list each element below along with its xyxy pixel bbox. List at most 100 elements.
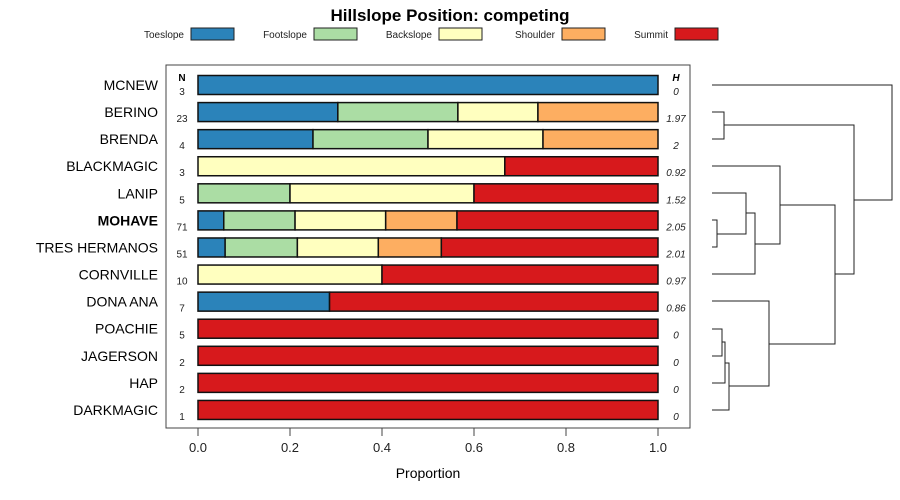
x-tick-label: 0.2 [281,440,299,455]
n-header: N [178,73,185,84]
bar-segment-summit [328,291,659,312]
row-label: CORNVILLE [79,267,158,283]
x-tick-label: 0.6 [465,440,483,455]
h-value: 2 [672,141,679,152]
bar-segment-footslope [223,210,296,231]
bar-segment-toeslope [197,74,659,96]
n-value: 1 [179,412,185,423]
legend-label: Shoulder [515,30,556,41]
bar-row: TRES HERMANOS 51 2.01 [36,237,686,260]
legend-label: Footslope [263,30,307,41]
bar-segment-backslope [289,183,475,204]
dendrogram-branch [712,192,747,248]
bar-segment-shoulder [384,210,458,231]
row-label: DARKMAGIC [73,402,158,418]
h-value: 0.86 [666,304,686,315]
row-label: DONA ANA [86,294,158,310]
n-value: 4 [179,141,185,152]
row-label: BRENDA [100,131,159,147]
dendrogram-branch [712,84,893,201]
bar-segment-footslope [312,128,429,150]
bar-segment-backslope [197,155,506,177]
bar-row: BERINO 23 1.97 [104,101,686,125]
bar-row: HAP 2 0 [129,372,679,396]
bar-segment-summit [197,318,659,339]
legend-label: Summit [634,30,668,41]
rows: MCNEW 3 0 BERINO 23 1.97 BRENDA 4 2 BLACKMAGIC 3 0.… [36,74,686,423]
bar-segment-backslope [197,264,383,285]
bar-segment-shoulder [542,128,659,150]
legend-swatch [561,27,606,41]
bar-row: CORNVILLE 10 0.97 [79,264,686,288]
row-label: POACHIE [95,321,158,337]
legend-swatch [674,27,719,41]
x-axis: 0.0 0.2 0.4 0.6 0.8 1.0 [189,428,667,455]
bar-segment-toeslope [197,101,339,123]
bar-segment-backslope [296,237,380,258]
bar-segment-summit [456,210,659,231]
h-value: 0.97 [666,277,686,288]
x-tick-label: 0.8 [557,440,575,455]
dendrogram-branch [712,111,855,275]
bar-segment-backslope [457,101,539,123]
n-value: 2 [179,358,185,369]
bar-segment-summit [197,399,659,421]
legend-swatch [313,27,358,41]
bar-segment-summit [197,345,659,367]
n-value: 23 [176,114,188,125]
h-value: 1.52 [666,195,686,206]
row-label: MOHAVE [98,212,158,228]
dendrogram-branch [712,328,730,411]
bar-segment-shoulder [537,101,659,123]
bar-segment-footslope [337,101,459,123]
n-value: 3 [179,168,185,179]
row-label: MCNEW [104,77,159,93]
bar-row: DARKMAGIC 1 0 [73,399,679,423]
bar-segment-backslope [294,210,387,231]
bar-row: MOHAVE 71 2.05 [98,210,686,233]
legend-swatch [438,27,483,41]
h-value: 1.97 [666,114,686,125]
dendrogram [712,84,893,411]
legend: Toeslope Footslope Backslope Shoulder Summit [144,27,719,41]
row-label: TRES HERMANOS [36,239,158,255]
row-label: JAGERSON [81,348,158,364]
h-value: 0 [673,87,679,98]
h-header: H [672,73,680,84]
x-axis-label: Proportion [396,465,461,481]
x-tick-label: 0.0 [189,440,207,455]
row-label: HAP [129,375,158,391]
h-value: 0 [673,331,679,342]
bar-segment-summit [504,155,659,177]
bar-segment-footslope [197,183,291,204]
chart-title: Hillslope Position: competing [331,6,570,25]
legend-swatch [190,27,235,41]
n-value: 2 [179,385,185,396]
bar-segment-summit [473,183,659,204]
row-label: BERINO [104,104,158,120]
bar-segment-toeslope [197,291,331,312]
bar-segment-summit [381,264,659,285]
bar-segment-summit [440,237,659,258]
legend-label: Backslope [386,30,433,41]
bar-segment-summit [197,372,659,394]
bar-segment-toeslope [197,210,225,231]
n-value: 3 [179,87,185,98]
dendrogram-branch [712,212,756,275]
plot-frame [165,64,691,429]
x-tick-label: 1.0 [649,440,667,455]
bar-row: BLACKMAGIC 3 0.92 [66,155,686,179]
bar-row: BRENDA 4 2 [100,128,679,152]
n-value: 51 [176,249,188,260]
h-value: 2.05 [665,222,686,233]
dendrogram-branch [769,204,836,345]
n-value: 7 [179,304,185,315]
n-value: 10 [176,277,188,288]
bar-segment-toeslope [197,128,314,150]
n-value: 5 [179,195,185,206]
h-value: 0 [673,385,679,396]
n-value: 71 [176,222,188,233]
bar-segment-footslope [224,237,299,258]
bar-segment-toeslope [197,237,226,258]
